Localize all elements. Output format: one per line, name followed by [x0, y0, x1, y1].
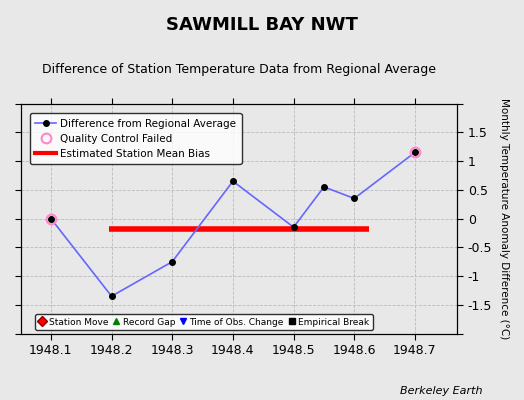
Difference from Regional Average — [290, 225, 297, 230]
Difference from Regional Average — [321, 184, 327, 189]
Difference from Regional Average — [169, 259, 176, 264]
Difference from Regional Average — [351, 196, 357, 201]
Y-axis label: Monthly Temperature Anomaly Difference (°C): Monthly Temperature Anomaly Difference (… — [499, 98, 509, 339]
Text: SAWMILL BAY NWT: SAWMILL BAY NWT — [166, 16, 358, 34]
Difference from Regional Average — [108, 294, 115, 299]
Text: Berkeley Earth: Berkeley Earth — [400, 386, 482, 396]
Difference from Regional Average — [48, 216, 54, 221]
Line: Difference from Regional Average: Difference from Regional Average — [48, 150, 418, 299]
Title: Difference of Station Temperature Data from Regional Average: Difference of Station Temperature Data f… — [42, 63, 436, 76]
Difference from Regional Average — [412, 150, 418, 155]
Legend: Difference from Regional Average, Quality Control Failed, Estimated Station Mean: Difference from Regional Average, Qualit… — [30, 113, 242, 164]
Difference from Regional Average — [230, 179, 236, 184]
